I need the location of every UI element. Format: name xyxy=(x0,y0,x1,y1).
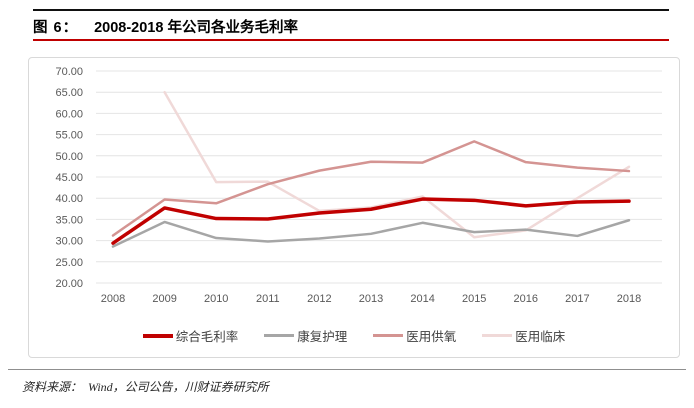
margin-line-chart: 70.00 65.00 60.00 55.00 50.00 45.00 40.00 35.00… xyxy=(55,66,662,305)
x-axis-tick-label: 2018 xyxy=(617,293,641,305)
x-axis-tick-label: 2010 xyxy=(204,293,228,305)
legend-label: 医用供氧 xyxy=(406,330,457,344)
series-line-医用供氧 xyxy=(111,140,631,237)
source-text: Wind，公司公告，川财证券研究所 xyxy=(88,380,269,394)
legend-item-康复护理: 康复护理 xyxy=(264,326,347,345)
legend-item-医用供氧: 医用供氧 xyxy=(373,326,456,345)
x-axis-tick-label: 2012 xyxy=(307,293,331,305)
x-axis-tick-label: 2016 xyxy=(514,293,538,305)
legend-label: 综合毛利率 xyxy=(175,330,239,344)
legend-item-综合毛利率: 综合毛利率 xyxy=(142,326,239,345)
legend-line-swatch xyxy=(264,334,295,337)
y-axis-tick-label: 50.00 xyxy=(55,151,83,163)
legend-line-swatch xyxy=(142,333,173,338)
y-axis-tick-label: 25.00 xyxy=(55,257,83,269)
legend-item-医用临床: 医用临床 xyxy=(482,326,565,345)
x-axis-tick-label: 2015 xyxy=(462,293,486,305)
y-axis-tick-label: 70.00 xyxy=(55,66,83,78)
x-axis-tick-label: 2011 xyxy=(256,293,280,305)
legend-label: 医用临床 xyxy=(515,330,566,344)
legend-line-swatch xyxy=(373,334,404,337)
y-axis-tick-label: 40.00 xyxy=(55,193,83,205)
x-axis-tick-label: 2009 xyxy=(152,293,176,305)
x-axis-tick-label: 2013 xyxy=(359,293,383,305)
source-label: 资料来源： xyxy=(22,380,83,394)
x-axis-tick-label: 2014 xyxy=(410,293,434,305)
header-top-rule xyxy=(33,9,669,11)
x-axis-tick-label: 2008 xyxy=(101,293,125,305)
chart-frame: 70.00 65.00 60.00 55.00 50.00 45.00 40.00 35.00… xyxy=(28,57,680,358)
y-axis-tick-label: 45.00 xyxy=(55,172,83,184)
figure-title: 图 6： 2008-2018 年公司各业务毛利率 xyxy=(33,16,298,37)
y-axis-tick-label: 60.00 xyxy=(55,108,83,120)
chart-legend: 综合毛利率 康复护理 医用供氧 医用临床 xyxy=(29,326,679,345)
x-axis-tick-label: 2017 xyxy=(565,293,589,305)
y-axis-tick-label: 20.00 xyxy=(55,278,83,290)
y-axis-tick-label: 65.00 xyxy=(55,87,83,99)
y-axis-tick-label: 35.00 xyxy=(55,214,83,226)
series-line-康复护理 xyxy=(111,218,631,248)
y-axis-tick-label: 30.00 xyxy=(55,236,83,248)
figure-label: 图 6： xyxy=(33,20,79,36)
title-accent-rule xyxy=(33,39,669,41)
series-line-医用临床 xyxy=(163,90,631,239)
source-note: 资料来源： Wind，公司公告，川财证券研究所 xyxy=(22,378,269,395)
legend-label: 康复护理 xyxy=(297,330,348,344)
footer-rule xyxy=(8,369,686,370)
page-title: 2008-2018 年公司各业务毛利率 xyxy=(94,20,298,36)
series-line-综合毛利率 xyxy=(111,197,631,245)
legend-line-swatch xyxy=(482,334,513,337)
y-axis-tick-label: 55.00 xyxy=(55,130,83,142)
